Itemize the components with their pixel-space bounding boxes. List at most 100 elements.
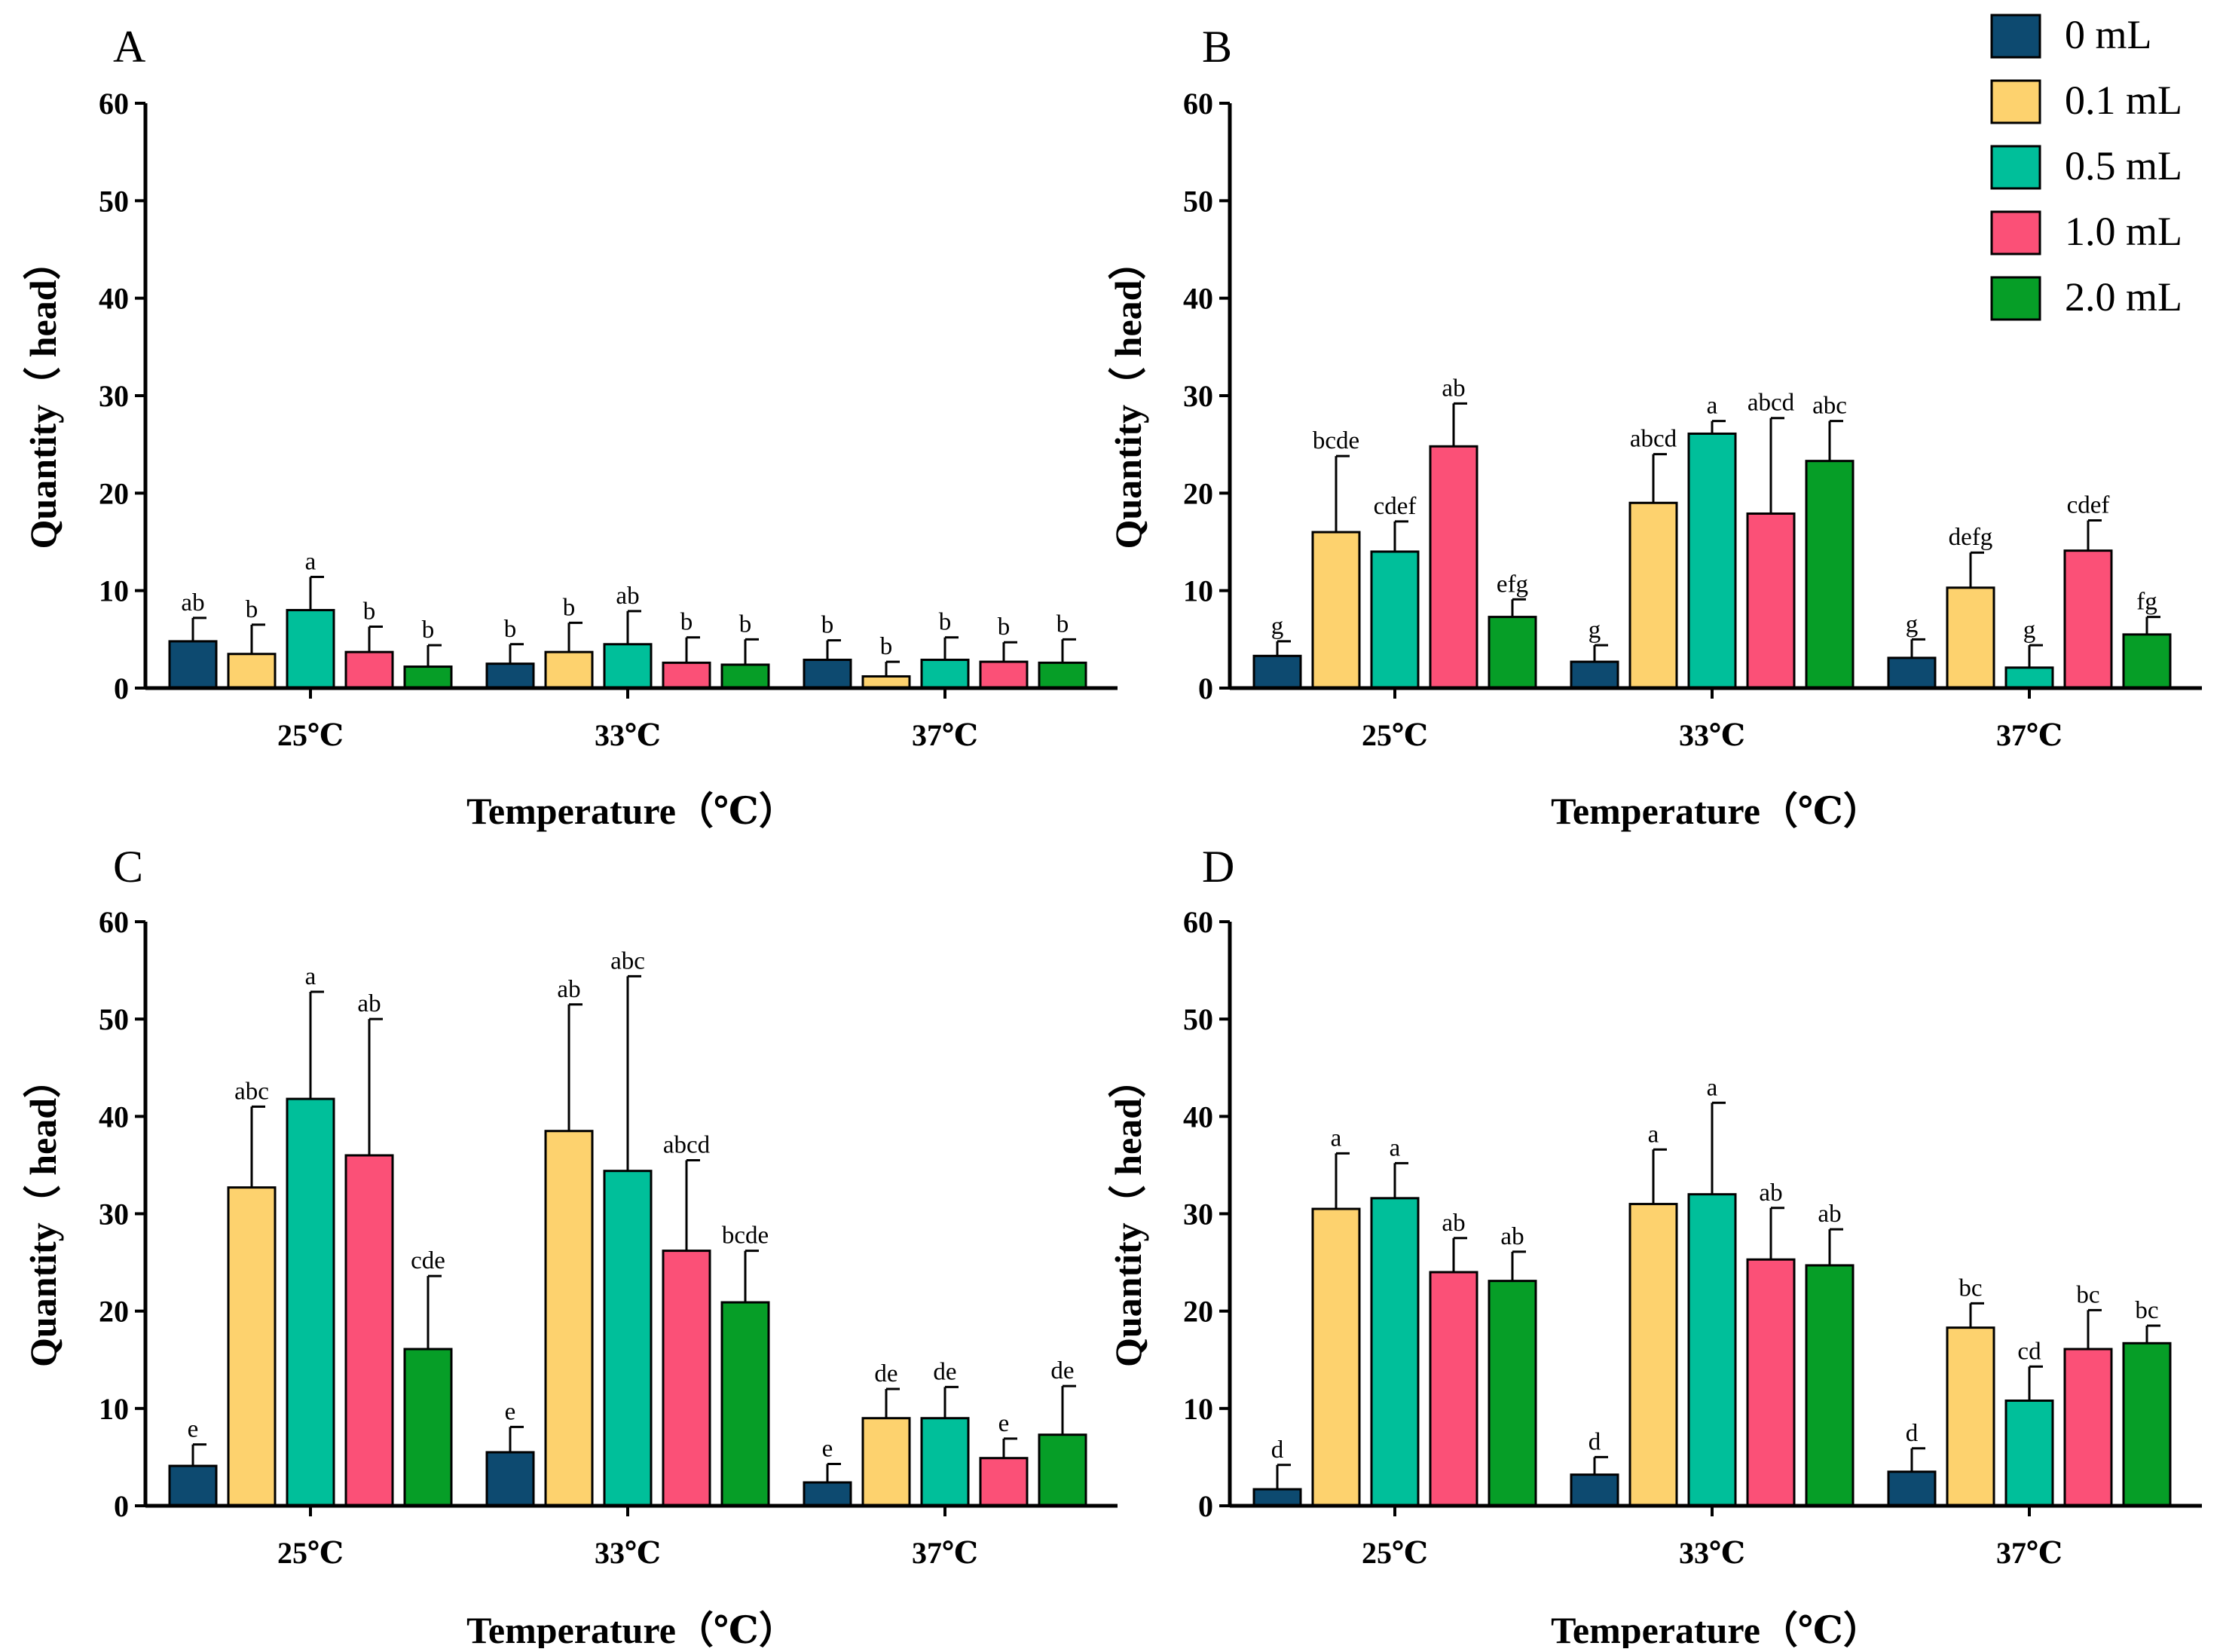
significance-label: abc — [234, 1078, 269, 1105]
x-tick-label: 37℃ — [912, 718, 978, 752]
bar — [403, 1348, 453, 1507]
legend-item: 0 mL — [1990, 12, 2152, 59]
legend-item: 0.5 mL — [1990, 143, 2182, 190]
significance-label: a — [1331, 1124, 1342, 1152]
significance-label: ab — [1442, 375, 1465, 402]
significance-label: de — [874, 1360, 897, 1387]
bar — [1038, 1433, 1087, 1507]
significance-label: b — [563, 594, 576, 621]
bar — [720, 1301, 770, 1507]
bar — [544, 1130, 594, 1507]
significance-label: defg — [1949, 524, 1993, 551]
bar — [227, 1186, 277, 1507]
x-tick-label: 37℃ — [1996, 718, 2062, 752]
significance-label: g — [1589, 616, 1601, 644]
bar — [1887, 656, 1937, 690]
bar — [2122, 1341, 2172, 1507]
bar — [286, 609, 335, 690]
significance-label: a — [1707, 1074, 1718, 1101]
x-tick-label: 33℃ — [1679, 718, 1745, 752]
significance-label: bc — [1959, 1274, 1982, 1302]
y-tick-label: 20 — [99, 476, 129, 510]
significance-label: e — [505, 1398, 516, 1425]
y-tick-label: 10 — [99, 574, 129, 608]
y-tick-label: 60 — [99, 905, 129, 939]
significance-label: b — [939, 609, 952, 636]
y-tick-label: 40 — [99, 282, 129, 316]
bar — [1805, 460, 1855, 690]
legend-swatch — [1990, 276, 2041, 321]
bar — [485, 1451, 535, 1507]
bar — [1370, 1197, 1420, 1507]
legend-swatch — [1990, 14, 2041, 59]
bar — [1628, 1203, 1678, 1507]
bar — [1488, 616, 1537, 690]
significance-label: abcd — [1630, 426, 1677, 453]
significance-label: ab — [557, 976, 580, 1003]
significance-label: bcde — [722, 1222, 769, 1250]
panel-a: 0 10 20 30 40 50 60 ab b b b b b a ab b b b b b b b 25℃ 33℃ 37℃ T… — [22, 87, 1118, 832]
significance-label: b — [739, 610, 752, 638]
bar — [1429, 1271, 1478, 1507]
bar — [2004, 1400, 2054, 1507]
bar — [227, 653, 277, 690]
significance-label: cdef — [1374, 493, 1417, 520]
significance-label: b — [680, 609, 693, 636]
y-tick-label: 50 — [1183, 184, 1213, 218]
significance-label: cdef — [2067, 492, 2110, 519]
panel-letter-b: B — [1202, 22, 1232, 72]
significance-label: a — [305, 963, 316, 990]
y-tick-label: 30 — [1183, 1198, 1213, 1231]
bar — [1311, 531, 1361, 690]
significance-label: cde — [411, 1247, 445, 1274]
bar — [603, 643, 653, 690]
y-axis-title: Quantity（ head） — [22, 242, 64, 549]
y-axis-title: Quantity（ head） — [1107, 242, 1149, 549]
significance-label: g — [1271, 613, 1284, 640]
significance-label: b — [504, 616, 517, 643]
bar — [1038, 661, 1087, 690]
legend: 0 mL 0.1 mL 0.5 mL 1.0 mL 2.0 mL — [1990, 12, 2182, 321]
significance-label: a — [305, 549, 316, 576]
bar — [544, 650, 594, 690]
panel-c: 0102030405060eeeabcabdeaabcdeababcdecdeb… — [22, 905, 1118, 1651]
significance-label: fg — [2136, 589, 2157, 616]
x-tick-label: 25℃ — [1362, 1536, 1428, 1570]
bar — [1429, 445, 1478, 690]
y-axis-title: Quantity（ head） — [22, 1060, 64, 1367]
panel-letter-c: C — [113, 842, 143, 892]
significance-label: a — [1648, 1121, 1659, 1148]
significance-label: d — [1906, 1420, 1919, 1447]
significance-label: b — [363, 598, 376, 626]
x-axis-title: Temperature（℃） — [1551, 790, 1881, 832]
y-tick-label: 10 — [1183, 1392, 1213, 1426]
legend-item: 0.1 mL — [1990, 78, 2182, 124]
significance-label: bc — [2135, 1297, 2158, 1324]
significance-label: de — [933, 1358, 956, 1385]
significance-label: a — [1707, 393, 1718, 420]
x-axis-title: Temperature（℃） — [466, 790, 797, 832]
significance-label: abc — [610, 947, 645, 974]
x-tick-label: 37℃ — [912, 1536, 978, 1570]
y-axis-title: Quantity（ head） — [1107, 1060, 1149, 1367]
bar — [1252, 654, 1302, 690]
significance-label: b — [880, 633, 893, 660]
bar — [1311, 1207, 1361, 1507]
significance-label: b — [1056, 610, 1069, 638]
significance-label: abcd — [663, 1131, 711, 1158]
legend-item: 1.0 mL — [1990, 209, 2182, 255]
y-tick-label: 50 — [99, 184, 129, 218]
bar — [485, 662, 535, 690]
bar — [344, 1154, 394, 1507]
x-axis-title: Temperature（℃） — [1551, 1609, 1881, 1648]
bar — [2122, 633, 2172, 690]
significance-label: ab — [1818, 1201, 1841, 1228]
bar — [803, 1481, 852, 1507]
panel-letter-a: A — [113, 22, 145, 72]
y-tick-label: 10 — [99, 1392, 129, 1426]
bar — [2063, 1348, 2113, 1507]
y-tick-label: 40 — [1183, 282, 1213, 316]
bar — [1687, 1193, 1737, 1507]
bar — [720, 663, 770, 690]
bar — [920, 1417, 970, 1507]
